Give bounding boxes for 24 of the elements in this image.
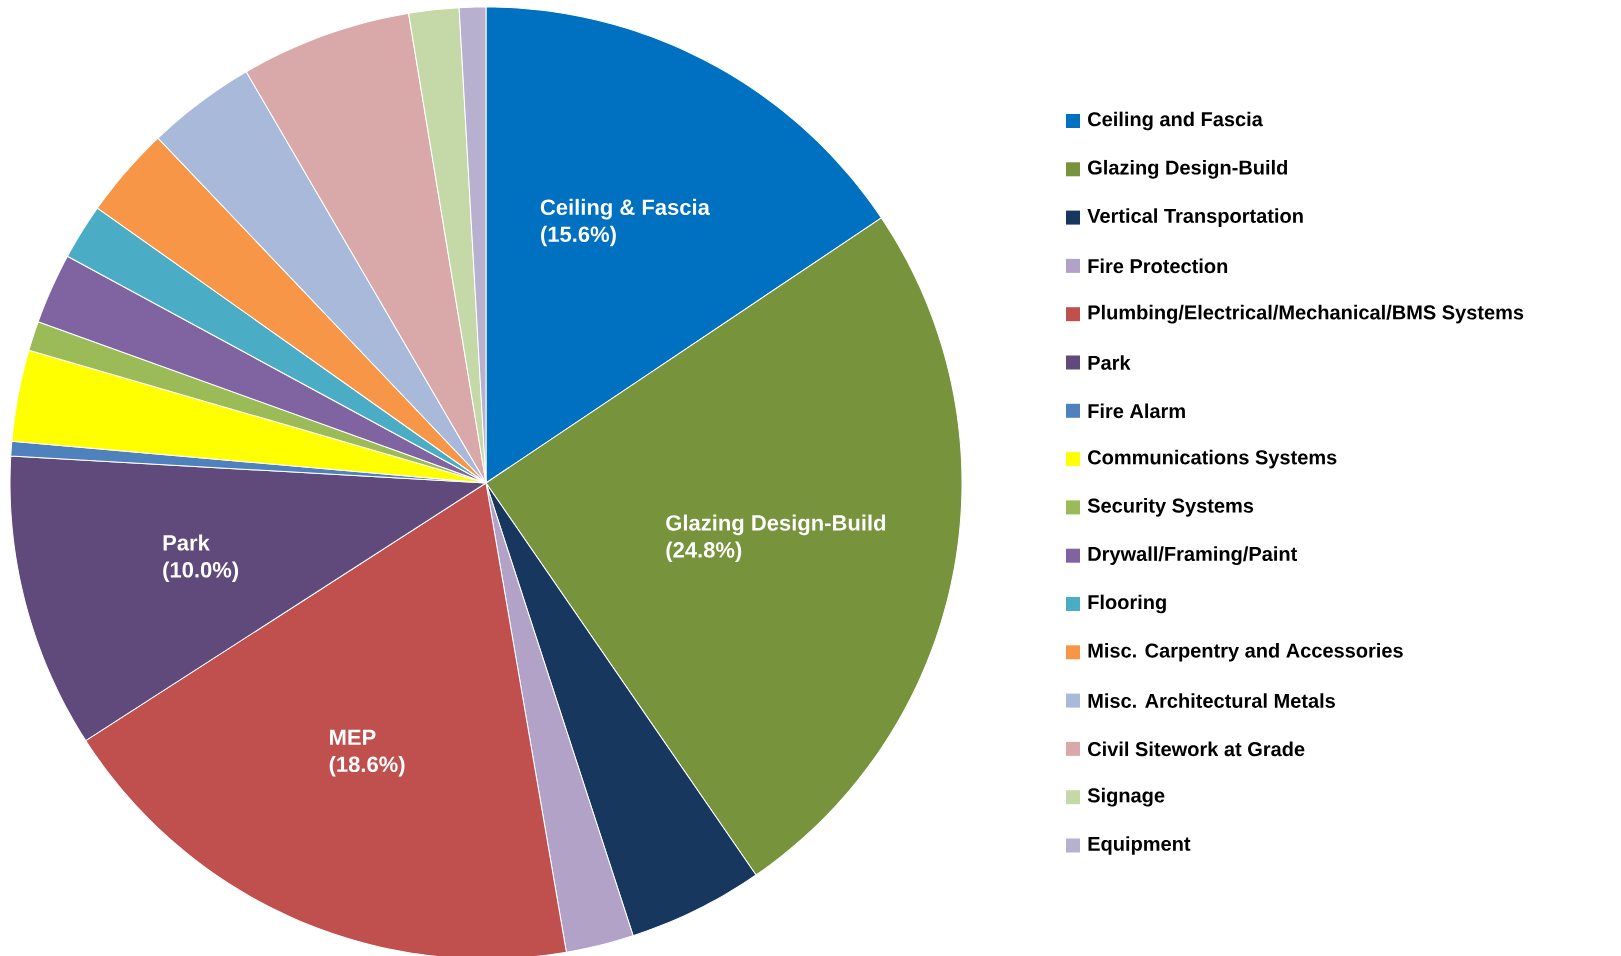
text: Ceiling & Fascia — [540, 198, 711, 220]
legend-label: Flooring — [1088, 594, 1166, 614]
data-label: (15.6%) — [541, 225, 616, 247]
text: Park — [163, 534, 210, 551]
legend-label: Fire Protection — [1088, 258, 1228, 274]
legend-label: Glazing Design-Build — [1088, 159, 1288, 179]
legend-label: Drywall/Framing/Paint — [1088, 546, 1298, 566]
legend-label: Misc. Carpentry and Accessories — [1088, 642, 1403, 662]
legend-label: Civil Sitework at Grade — [1088, 741, 1305, 757]
legend-label: Equipment — [1088, 836, 1191, 855]
legend-label: Signage — [1087, 787, 1165, 807]
legend-label: Ceiling and Fascia — [1088, 111, 1263, 131]
data-label: (10.0%) — [163, 561, 239, 582]
text: Glazing Design-Build — [666, 514, 886, 536]
legend-label: Park — [1088, 355, 1131, 370]
legend-label: Plumbing/Electrical/Mechanical/BMS Systems — [1088, 304, 1524, 324]
text: MEP — [330, 729, 376, 745]
legend-label: Security Systems — [1087, 498, 1254, 517]
legend-label: Communications Systems — [1088, 449, 1337, 469]
data-label: (18.6%) — [329, 755, 405, 777]
legend-label: Vertical Transportation — [1087, 208, 1303, 227]
data-label: (24.8%) — [666, 541, 742, 563]
legend-label: Misc. Architectural Metals — [1088, 693, 1335, 708]
legend-label: Fire Alarm — [1088, 403, 1185, 419]
